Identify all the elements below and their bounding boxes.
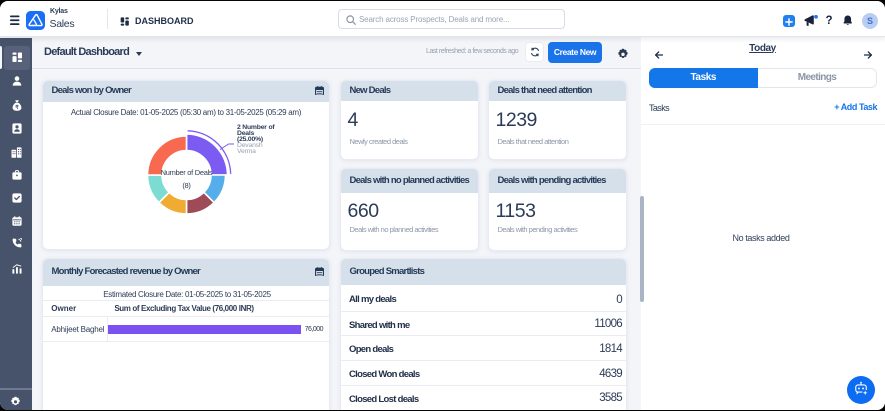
svg-text:₹: ₹ (15, 104, 19, 111)
